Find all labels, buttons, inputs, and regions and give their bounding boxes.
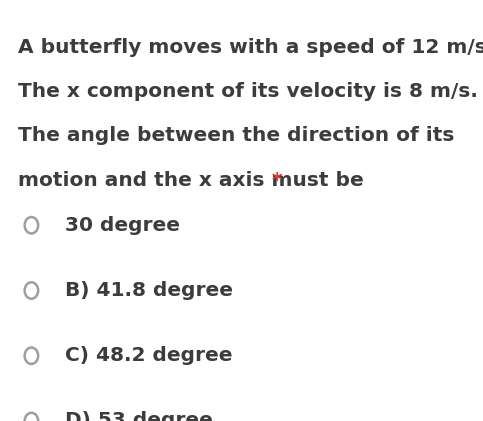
Text: motion and the x axis must be: motion and the x axis must be <box>18 171 371 189</box>
Text: *: * <box>272 171 282 189</box>
Text: B) 41.8 degree: B) 41.8 degree <box>65 281 233 300</box>
Text: C) 48.2 degree: C) 48.2 degree <box>65 346 233 365</box>
Text: D) 53 degree: D) 53 degree <box>65 411 213 421</box>
Text: A butterfly moves with a speed of 12 m/s.: A butterfly moves with a speed of 12 m/s… <box>18 38 483 57</box>
Text: The angle between the direction of its: The angle between the direction of its <box>18 126 455 145</box>
Text: 30 degree: 30 degree <box>65 216 180 235</box>
Text: The x component of its velocity is 8 m/s.: The x component of its velocity is 8 m/s… <box>18 82 478 101</box>
